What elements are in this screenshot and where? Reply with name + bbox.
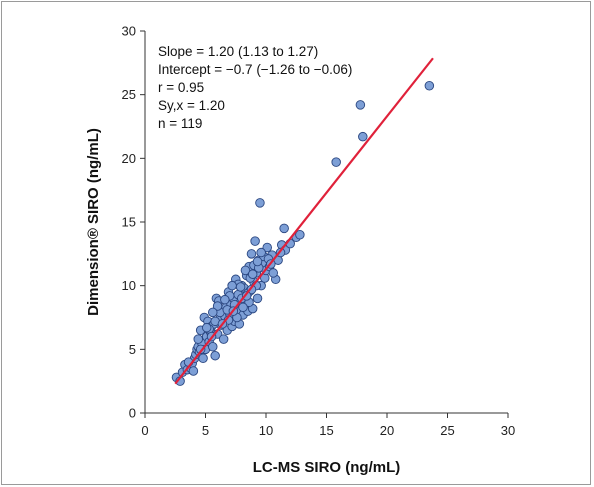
data-point	[279, 223, 289, 234]
data-point	[220, 294, 230, 305]
data-point	[246, 249, 257, 259]
x-tick-label: 15	[319, 423, 333, 438]
x-tick-label: 0	[141, 423, 148, 438]
data-point	[208, 307, 218, 318]
x-tick-label: 20	[380, 423, 394, 438]
y-tick-label: 25	[122, 87, 136, 102]
x-tick-label: 5	[202, 423, 209, 438]
y-tick-label: 5	[129, 342, 136, 357]
data-point	[198, 353, 208, 363]
data-point	[355, 100, 366, 110]
stat-annotation: n = 119	[158, 116, 202, 131]
y-tick-label: 15	[122, 215, 136, 230]
data-point	[256, 247, 266, 258]
y-tick-label: 30	[122, 24, 136, 39]
stat-annotation: r = 0.95	[158, 80, 204, 95]
x-tick-label: 25	[440, 423, 454, 438]
data-point	[218, 334, 229, 344]
data-point	[262, 242, 272, 253]
data-point	[331, 157, 341, 167]
x-tick-label: 30	[501, 423, 515, 438]
x-tick-label: 10	[259, 423, 273, 438]
statistics-annotations: Slope = 1.20 (1.13 to 1.27) Intercept = −…	[158, 44, 352, 131]
data-point	[255, 198, 265, 208]
x-axis-title: LC-MS SIRO (ng/mL)	[253, 459, 400, 476]
stat-annotation: Intercept = −0.7 (−1.26 to −0.06)	[158, 62, 352, 77]
data-point	[208, 342, 218, 352]
data-point	[227, 280, 237, 291]
data-point	[250, 236, 260, 246]
data-point	[252, 293, 263, 304]
data-point	[247, 269, 258, 279]
data-point	[295, 229, 305, 240]
data-point	[358, 131, 368, 142]
data-point	[268, 268, 279, 278]
data-point	[201, 322, 212, 333]
stat-annotation: Sy,x = 1.20	[158, 98, 225, 113]
data-point	[238, 302, 248, 313]
y-axis-title: Dimension® SIRO (ng/mL)	[85, 128, 102, 316]
data-point	[235, 282, 246, 292]
data-point	[252, 256, 263, 267]
data-point	[212, 301, 223, 311]
y-tick-label: 10	[122, 278, 136, 293]
regression-line-group	[174, 57, 434, 385]
stat-annotation: Slope = 1.20 (1.13 to 1.27)	[158, 44, 318, 59]
data-point	[240, 265, 251, 276]
data-point	[188, 366, 199, 376]
y-tick-label: 0	[129, 406, 136, 421]
data-point	[193, 334, 203, 344]
y-tick-label: 20	[122, 151, 136, 166]
axes	[140, 30, 509, 418]
regression-line	[174, 57, 434, 385]
tick-labels: 0 5 10 15 20 25 30 0 5 10 15 20 25 30	[122, 24, 516, 439]
data-points	[171, 81, 435, 386]
data-point	[210, 350, 220, 361]
data-point	[424, 81, 435, 91]
